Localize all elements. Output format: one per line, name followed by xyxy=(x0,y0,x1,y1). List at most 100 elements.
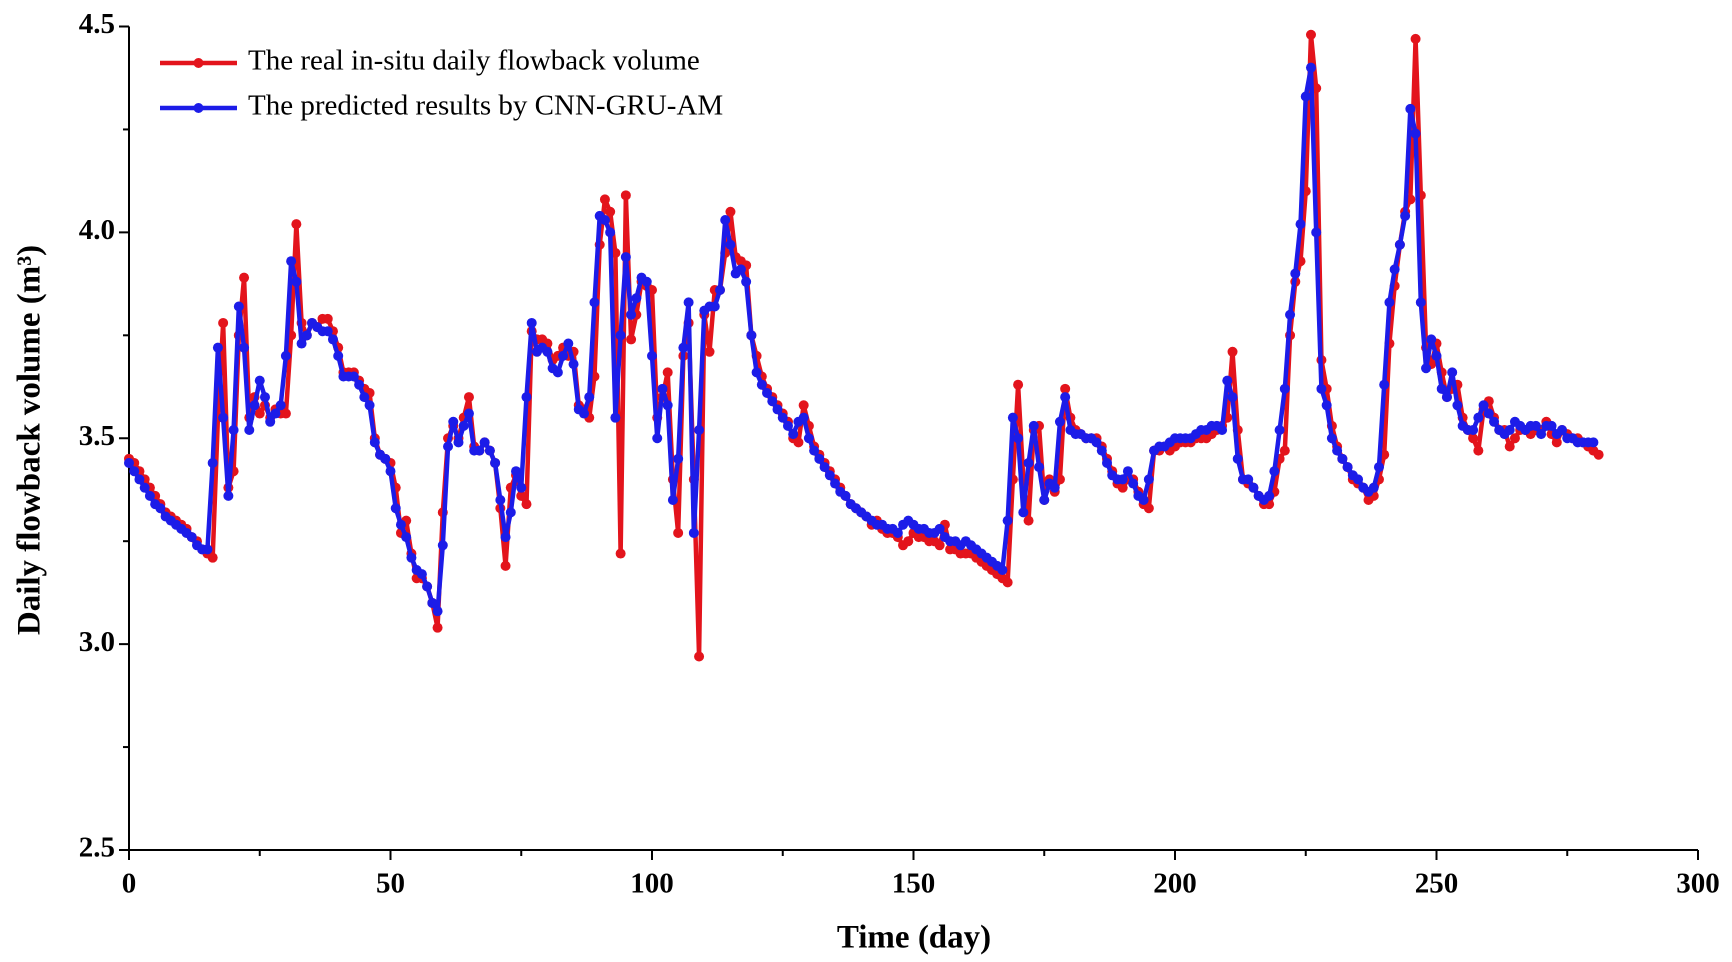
data-point xyxy=(934,523,945,534)
data-point xyxy=(521,499,532,510)
data-point xyxy=(1384,297,1395,308)
data-point xyxy=(1013,433,1024,444)
data-point xyxy=(155,503,166,514)
data-point xyxy=(1321,400,1332,411)
data-point xyxy=(333,350,344,361)
data-point xyxy=(427,597,438,608)
data-point xyxy=(694,425,705,436)
data-point xyxy=(244,425,255,436)
data-point xyxy=(1028,420,1039,431)
data-point xyxy=(484,445,495,456)
data-point xyxy=(647,350,657,361)
series-line xyxy=(127,32,1601,659)
data-point xyxy=(798,412,809,423)
data-point xyxy=(259,392,270,403)
data-point xyxy=(584,392,595,403)
data-point xyxy=(385,466,396,477)
data-point xyxy=(474,445,485,456)
data-point xyxy=(579,408,590,419)
data-point xyxy=(291,219,302,230)
data-point xyxy=(599,194,610,205)
data-point xyxy=(516,490,527,501)
data-point xyxy=(239,272,250,283)
data-point xyxy=(1117,474,1128,485)
data-point xyxy=(542,346,553,357)
data-point xyxy=(296,338,307,349)
data-point xyxy=(756,379,767,390)
x-tick-label: 250 xyxy=(1415,868,1459,900)
data-point xyxy=(364,400,375,411)
data-point xyxy=(1368,482,1379,493)
data-point xyxy=(1379,379,1390,390)
data-point xyxy=(1023,457,1034,468)
data-point xyxy=(212,342,223,353)
data-point xyxy=(495,495,506,506)
data-point xyxy=(652,433,663,444)
data-point xyxy=(1039,495,1050,506)
data-point xyxy=(1421,363,1432,374)
data-point xyxy=(437,540,448,551)
data-point xyxy=(892,527,903,538)
data-point xyxy=(265,416,276,427)
data-point xyxy=(552,367,563,378)
data-point xyxy=(144,490,155,501)
x-tick-label: 50 xyxy=(376,868,405,900)
data-point xyxy=(558,350,569,361)
data-point xyxy=(1243,474,1254,485)
data-point xyxy=(1311,227,1322,238)
x-axis-label: Time (day) xyxy=(837,920,991,956)
data-point xyxy=(1269,466,1280,477)
data-point xyxy=(280,408,291,419)
data-point xyxy=(1018,507,1029,518)
x-tick-label: 150 xyxy=(892,868,936,900)
data-point xyxy=(741,276,752,287)
data-point xyxy=(1342,462,1353,473)
data-point xyxy=(223,490,234,501)
data-point xyxy=(568,359,579,370)
data-point xyxy=(479,437,490,448)
data-point xyxy=(124,457,134,468)
data-point xyxy=(1217,425,1228,436)
data-point xyxy=(793,437,804,448)
data-point xyxy=(1143,474,1154,485)
data-point xyxy=(1285,309,1296,320)
data-point xyxy=(824,470,835,481)
data-point xyxy=(1060,383,1071,394)
data-point xyxy=(291,276,302,287)
data-point xyxy=(354,379,365,390)
data-point xyxy=(1290,268,1301,279)
series-line xyxy=(127,65,1594,614)
data-point xyxy=(678,342,689,353)
data-point xyxy=(563,338,574,349)
data-point xyxy=(1013,379,1024,390)
data-point xyxy=(134,474,145,485)
data-point xyxy=(1305,62,1316,73)
data-point xyxy=(301,330,312,341)
data-point xyxy=(1588,437,1599,448)
data-point xyxy=(416,569,427,580)
data-point xyxy=(369,437,380,448)
data-point xyxy=(286,256,297,267)
data-point xyxy=(280,350,291,361)
data-point xyxy=(1227,392,1238,403)
data-point xyxy=(1295,219,1306,230)
data-point xyxy=(631,293,642,304)
data-point xyxy=(521,392,532,403)
data-point xyxy=(610,412,621,423)
data-point xyxy=(322,313,333,324)
data-point xyxy=(1593,449,1604,460)
data-point xyxy=(934,540,945,551)
data-point xyxy=(662,400,673,411)
data-point xyxy=(254,375,265,386)
data-point xyxy=(599,215,610,226)
data-point xyxy=(516,482,527,493)
data-point xyxy=(688,527,699,538)
data-point xyxy=(809,445,820,456)
data-point xyxy=(1034,462,1045,473)
data-point xyxy=(422,581,433,592)
data-point xyxy=(1551,437,1562,448)
data-point xyxy=(1264,490,1275,501)
data-point xyxy=(1337,453,1348,464)
data-point xyxy=(207,457,218,468)
data-point xyxy=(463,408,474,419)
